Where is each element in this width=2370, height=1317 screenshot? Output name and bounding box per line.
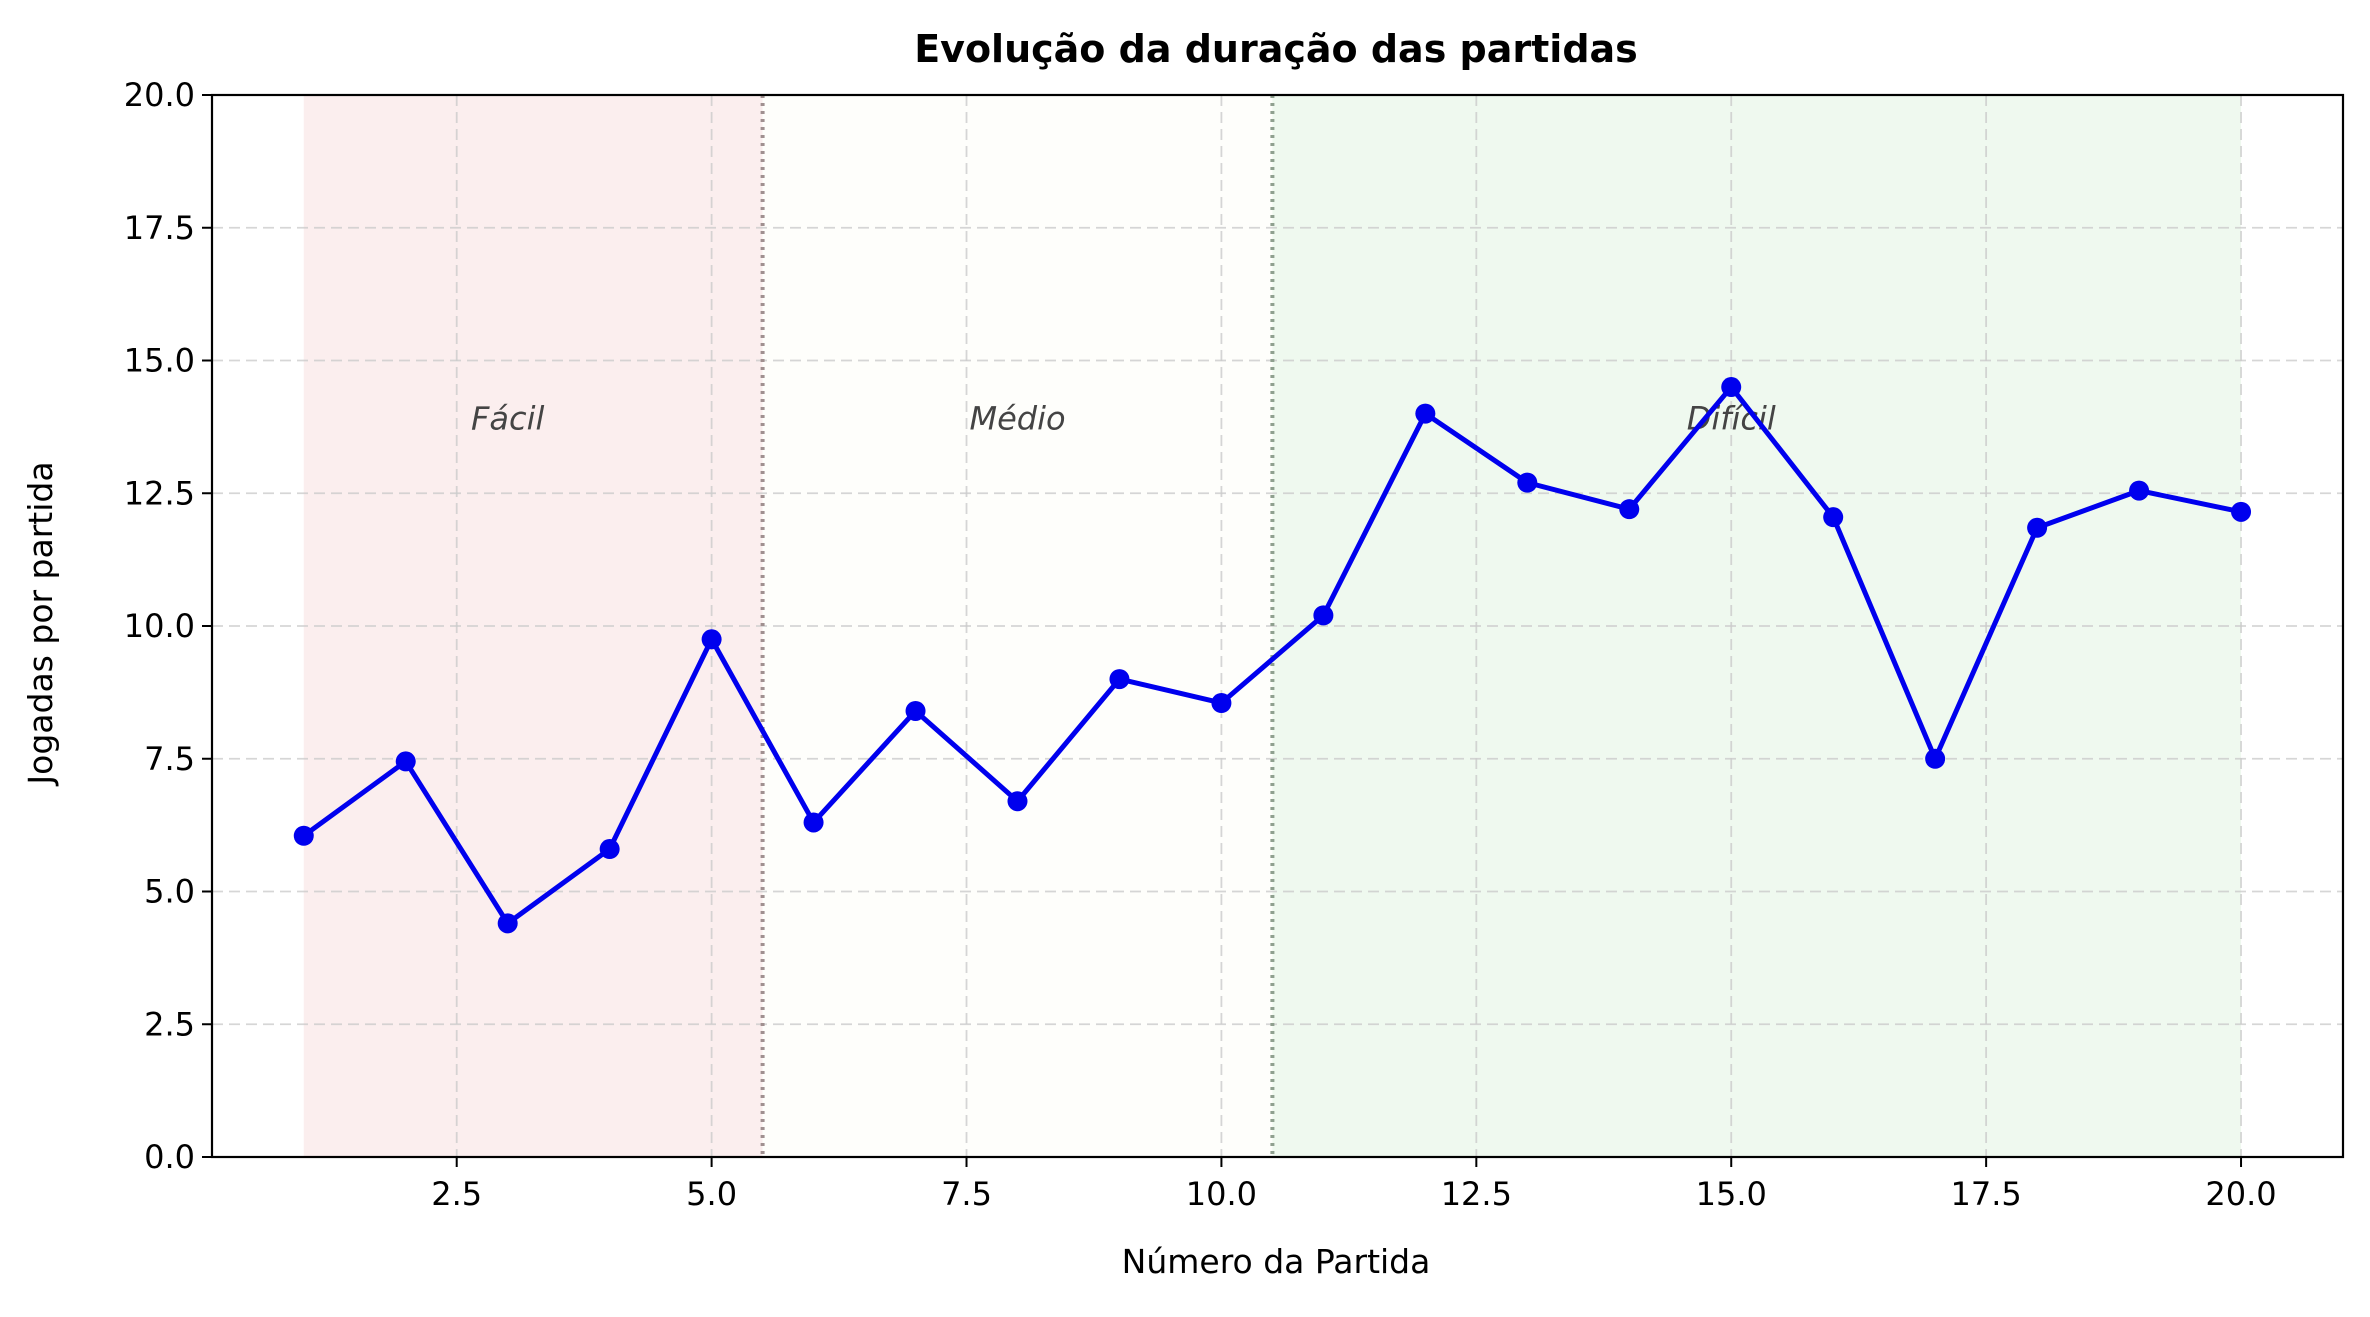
- region-dividers: [760, 95, 1275, 1157]
- data-point-17: [1925, 748, 1946, 769]
- data-point-9: [1109, 669, 1130, 690]
- region-labels: Fácil Médio Difícil: [471, 400, 1776, 438]
- x-tick-label-3: 10.0: [1186, 1175, 1257, 1213]
- region-band-0: [303, 95, 763, 1157]
- data-point-16: [1823, 507, 1844, 528]
- y-tick-label-0: 0.0: [144, 1138, 195, 1176]
- data-point-11: [1313, 605, 1334, 626]
- region-label-2: Difícil: [1687, 400, 1776, 438]
- x-tick-label-7: 20.0: [2205, 1175, 2276, 1213]
- region-band-2: [1272, 95, 2242, 1157]
- chart-title: Evolução da duração das partidas: [914, 27, 1638, 71]
- data-point-2: [395, 751, 416, 772]
- data-point-6: [803, 812, 824, 833]
- y-tick-label-8: 20.0: [124, 76, 195, 114]
- region-label-1: Médio: [969, 400, 1065, 438]
- data-point-3: [497, 913, 518, 934]
- data-point-19: [2129, 480, 2150, 501]
- grid-lines: [212, 94, 2343, 1158]
- x-tick-label-4: 12.5: [1441, 1175, 1512, 1213]
- y-axis-ticks: 0.0 2.5 5.0 7.5 10.0 12.5 15.0 17.5 20.0: [124, 76, 212, 1176]
- data-points: [293, 377, 2252, 934]
- y-tick-label-5: 12.5: [124, 474, 195, 512]
- region-label-0: Fácil: [471, 400, 545, 438]
- y-tick-label-1: 2.5: [144, 1005, 195, 1043]
- data-point-10: [1211, 692, 1232, 713]
- y-tick-label-3: 7.5: [144, 740, 195, 778]
- data-point-15: [1721, 377, 1742, 398]
- data-point-14: [1619, 499, 1640, 520]
- data-point-5: [701, 629, 722, 650]
- data-point-12: [1415, 403, 1436, 424]
- y-axis-label: Jogadas por partida: [21, 461, 60, 786]
- x-tick-label-5: 15.0: [1696, 1175, 1767, 1213]
- y-tick-label-2: 5.0: [144, 873, 195, 911]
- y-tick-label-7: 17.5: [124, 209, 195, 247]
- x-tick-label-6: 17.5: [1951, 1175, 2022, 1213]
- data-point-20: [2231, 501, 2252, 522]
- x-tick-label-0: 2.5: [431, 1175, 482, 1213]
- x-tick-label-2: 7.5: [941, 1175, 992, 1213]
- data-point-7: [905, 700, 926, 721]
- data-point-1: [293, 825, 314, 846]
- y-tick-label-4: 10.0: [124, 607, 195, 645]
- data-point-8: [1007, 791, 1028, 812]
- data-point-13: [1517, 472, 1538, 493]
- series-line-0: [302, 384, 2242, 926]
- data-point-4: [599, 839, 620, 860]
- series-line: [302, 384, 2242, 926]
- data-point-18: [2027, 517, 2048, 538]
- x-axis-label: Número da Partida: [1122, 1242, 1431, 1281]
- x-tick-label-1: 5.0: [686, 1175, 737, 1213]
- x-axis-ticks: 2.5 5.0 7.5 10.0 12.5 15.0 17.5 20.0: [431, 1157, 2277, 1213]
- y-tick-label-6: 15.0: [124, 342, 195, 380]
